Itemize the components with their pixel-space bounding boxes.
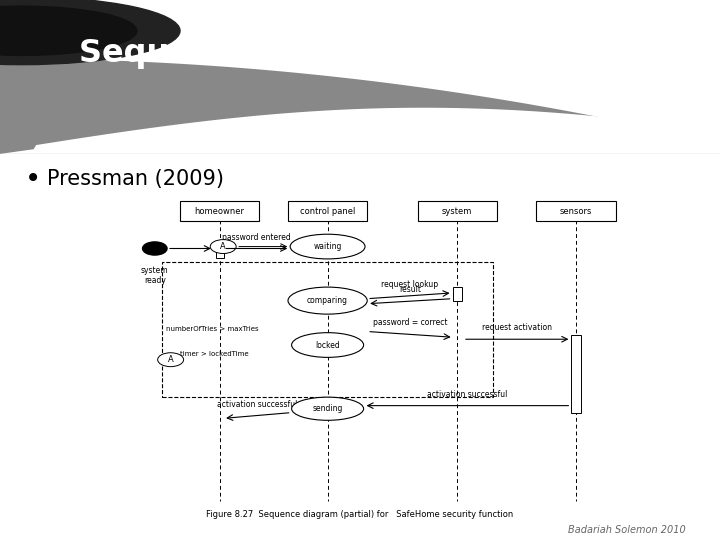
Polygon shape xyxy=(0,58,720,154)
Text: sensors: sensors xyxy=(560,207,592,216)
Text: result: result xyxy=(399,285,421,294)
Text: control panel: control panel xyxy=(300,207,355,216)
Polygon shape xyxy=(0,108,720,154)
Text: A: A xyxy=(168,355,174,364)
Circle shape xyxy=(143,242,167,255)
Text: password = correct: password = correct xyxy=(373,319,448,327)
Text: system: system xyxy=(442,207,472,216)
FancyBboxPatch shape xyxy=(418,201,497,221)
FancyBboxPatch shape xyxy=(288,201,367,221)
Text: system
ready: system ready xyxy=(141,266,168,285)
Text: •: • xyxy=(25,165,42,193)
Text: timer > lockedTime: timer > lockedTime xyxy=(180,351,248,357)
FancyBboxPatch shape xyxy=(572,335,581,413)
Circle shape xyxy=(0,6,137,56)
Ellipse shape xyxy=(292,397,364,420)
Text: sending: sending xyxy=(312,404,343,413)
Text: comparing: comparing xyxy=(307,296,348,305)
Circle shape xyxy=(210,240,236,253)
Text: waiting: waiting xyxy=(313,242,342,251)
Circle shape xyxy=(158,353,184,367)
Ellipse shape xyxy=(290,234,365,259)
Text: Sequence Diagram: Example #1: Sequence Diagram: Example #1 xyxy=(79,38,655,69)
FancyBboxPatch shape xyxy=(216,242,223,258)
Text: activation successful: activation successful xyxy=(217,400,297,409)
Text: numberOfTries > maxTries: numberOfTries > maxTries xyxy=(166,326,258,332)
FancyBboxPatch shape xyxy=(180,201,259,221)
Text: locked: locked xyxy=(315,341,340,349)
Text: activation successful: activation successful xyxy=(427,390,508,399)
FancyBboxPatch shape xyxy=(536,201,616,221)
Text: Pressman (2009): Pressman (2009) xyxy=(47,169,224,189)
Ellipse shape xyxy=(292,333,364,357)
Text: request activation: request activation xyxy=(482,323,552,332)
Text: password entered: password entered xyxy=(222,233,291,241)
Text: Badariah Solemon 2010: Badariah Solemon 2010 xyxy=(567,525,685,535)
Ellipse shape xyxy=(288,287,367,314)
FancyBboxPatch shape xyxy=(453,287,462,301)
Circle shape xyxy=(0,0,180,65)
Text: request lookup: request lookup xyxy=(382,280,438,289)
Text: homeowner: homeowner xyxy=(194,207,245,216)
Text: A: A xyxy=(220,242,226,251)
Text: Figure 8.27  Sequence diagram (partial) for   SafeHome security function: Figure 8.27 Sequence diagram (partial) f… xyxy=(207,510,513,519)
